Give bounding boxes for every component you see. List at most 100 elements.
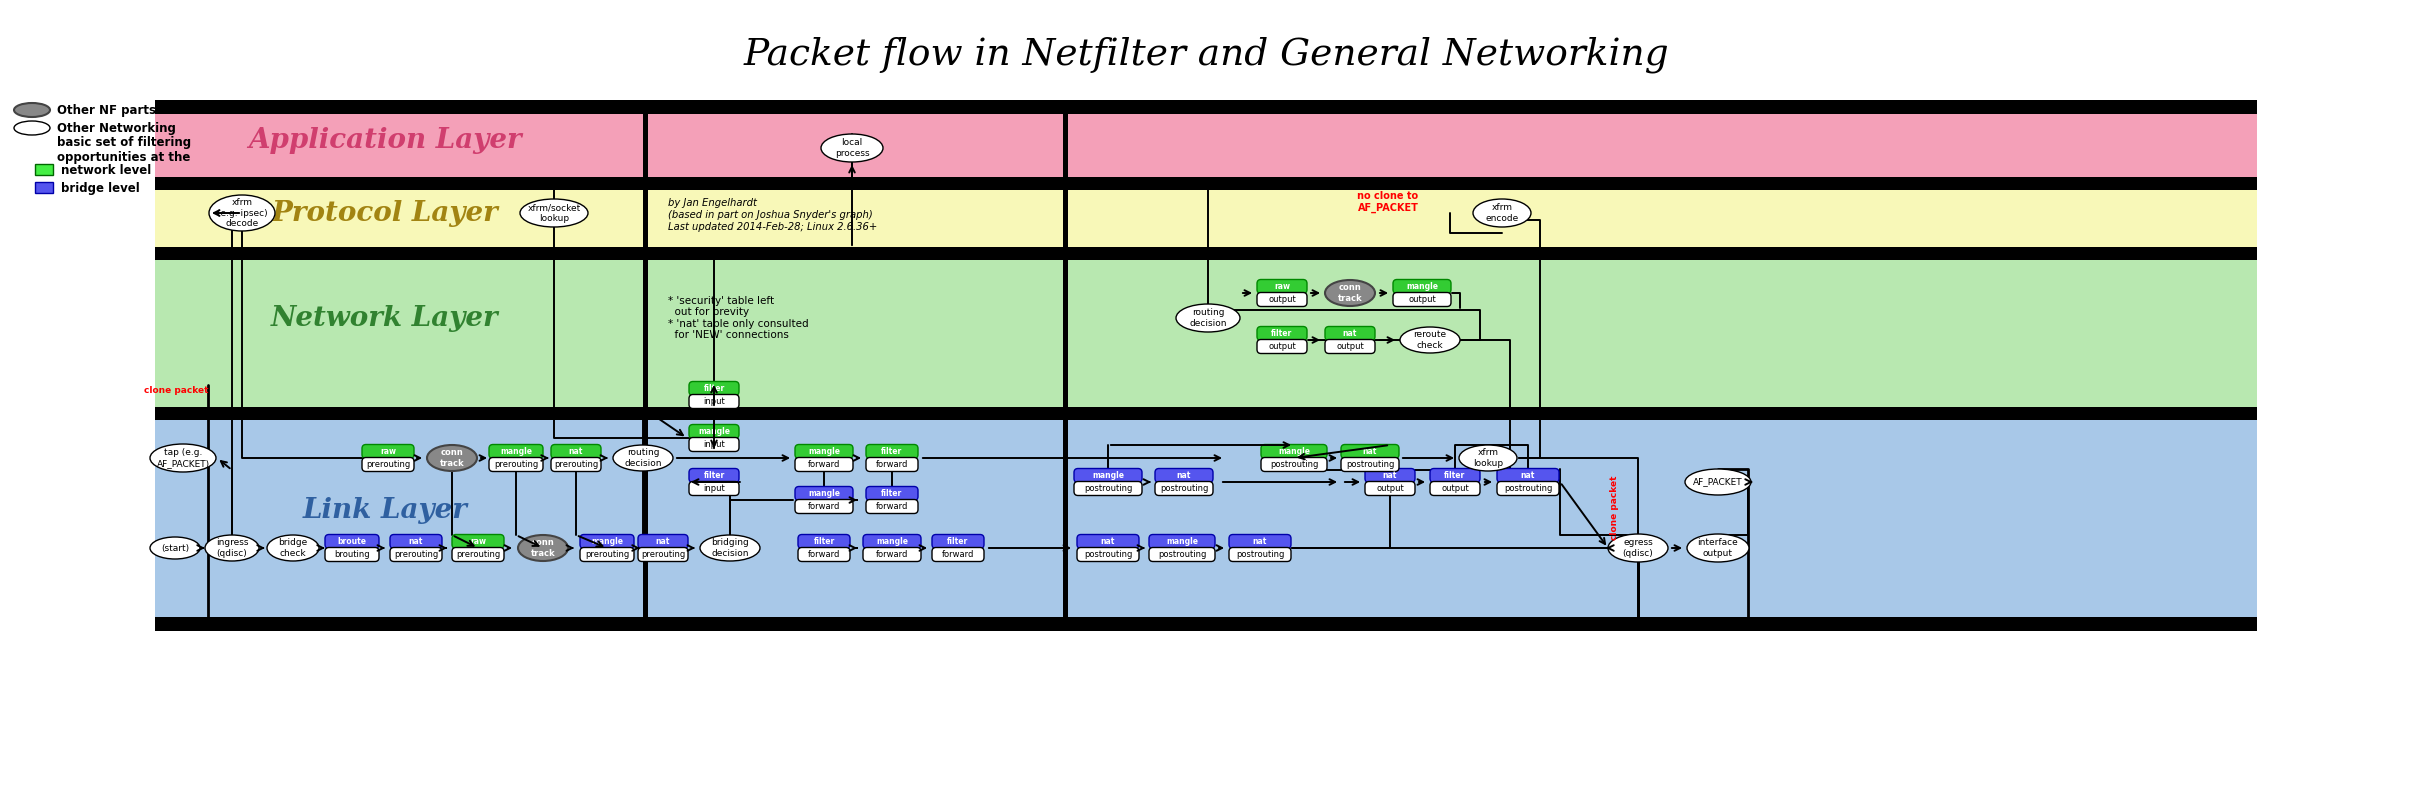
Text: postrouting: postrouting — [1346, 460, 1394, 469]
Text: mangle: mangle — [697, 427, 731, 436]
Ellipse shape — [1459, 445, 1517, 471]
Text: Other Networking: Other Networking — [58, 122, 176, 134]
Bar — [36, 182, 53, 193]
FancyBboxPatch shape — [1155, 481, 1213, 495]
Text: Other NF parts: Other NF parts — [58, 103, 157, 116]
FancyBboxPatch shape — [362, 457, 415, 472]
FancyBboxPatch shape — [1365, 468, 1416, 483]
FancyBboxPatch shape — [1324, 340, 1375, 353]
Text: egress
(qdisc): egress (qdisc) — [1623, 538, 1652, 558]
Text: routing
decision: routing decision — [1189, 308, 1228, 328]
Text: forward: forward — [808, 460, 839, 469]
FancyBboxPatch shape — [866, 499, 919, 514]
Text: ingress
(qdisc): ingress (qdisc) — [215, 538, 248, 558]
FancyBboxPatch shape — [690, 394, 738, 408]
FancyBboxPatch shape — [579, 547, 634, 562]
Bar — [154, 419, 2258, 617]
Text: forward: forward — [876, 502, 909, 511]
Text: forward: forward — [808, 550, 839, 559]
Text: local
process: local process — [835, 138, 868, 158]
Text: output: output — [1377, 484, 1404, 493]
FancyBboxPatch shape — [1261, 445, 1327, 458]
FancyBboxPatch shape — [1430, 468, 1481, 483]
FancyBboxPatch shape — [863, 535, 921, 548]
Text: postrouting: postrouting — [1083, 484, 1131, 493]
Text: tap (e.g.
AF_PACKET): tap (e.g. AF_PACKET) — [157, 448, 210, 468]
FancyBboxPatch shape — [798, 547, 849, 562]
Text: routing
decision: routing decision — [625, 448, 661, 468]
FancyBboxPatch shape — [1078, 535, 1138, 548]
FancyBboxPatch shape — [1394, 280, 1452, 294]
Text: raw: raw — [381, 447, 396, 456]
Text: mangle: mangle — [876, 537, 907, 546]
Text: brouting: brouting — [335, 550, 369, 559]
Text: xfrm/socket
lookup: xfrm/socket lookup — [528, 203, 581, 223]
FancyBboxPatch shape — [550, 457, 601, 472]
Text: bridge level: bridge level — [60, 182, 140, 194]
Text: mangle: mangle — [1093, 471, 1124, 480]
Ellipse shape — [1474, 199, 1532, 227]
Text: mangle: mangle — [499, 447, 533, 456]
Ellipse shape — [613, 445, 673, 471]
Text: bridge
check: bridge check — [277, 538, 309, 558]
Text: output: output — [1269, 342, 1295, 351]
Bar — [154, 100, 2258, 114]
FancyBboxPatch shape — [866, 487, 919, 501]
FancyBboxPatch shape — [931, 547, 984, 562]
Ellipse shape — [205, 535, 258, 561]
Text: prerouting: prerouting — [494, 460, 538, 469]
Text: raw: raw — [1274, 282, 1290, 291]
Text: xfrm
encode: xfrm encode — [1486, 203, 1520, 223]
Text: nat: nat — [1100, 537, 1114, 546]
Text: xfrm
(e.g. ipsec)
decode: xfrm (e.g. ipsec) decode — [217, 198, 268, 228]
FancyBboxPatch shape — [451, 547, 504, 562]
Text: nat: nat — [1522, 471, 1534, 480]
FancyBboxPatch shape — [1073, 481, 1141, 495]
FancyBboxPatch shape — [639, 547, 687, 562]
FancyBboxPatch shape — [866, 457, 919, 472]
FancyBboxPatch shape — [1148, 535, 1216, 548]
FancyBboxPatch shape — [1341, 457, 1399, 472]
Text: postrouting: postrouting — [1158, 550, 1206, 559]
Text: filter: filter — [880, 489, 902, 498]
Bar — [154, 247, 2258, 260]
FancyBboxPatch shape — [796, 445, 854, 458]
Bar — [154, 177, 2258, 190]
Text: forward: forward — [876, 550, 909, 559]
Ellipse shape — [519, 535, 567, 561]
FancyBboxPatch shape — [1078, 547, 1138, 562]
Text: filter: filter — [1271, 329, 1293, 338]
Ellipse shape — [210, 195, 275, 231]
Ellipse shape — [150, 537, 200, 559]
Text: filter: filter — [1445, 471, 1466, 480]
Ellipse shape — [521, 199, 589, 227]
Text: prerouting: prerouting — [642, 550, 685, 559]
Text: Application Layer: Application Layer — [248, 126, 521, 153]
Text: prerouting: prerouting — [393, 550, 439, 559]
Ellipse shape — [1399, 327, 1459, 353]
Ellipse shape — [150, 444, 217, 472]
Text: Packet flow in Netfilter and General Networking: Packet flow in Netfilter and General Net… — [743, 37, 1669, 73]
Text: conn
track: conn track — [439, 448, 466, 468]
Text: nat: nat — [1252, 537, 1266, 546]
FancyBboxPatch shape — [1498, 481, 1558, 495]
Text: mangle: mangle — [1406, 282, 1438, 291]
Text: output: output — [1269, 295, 1295, 304]
FancyBboxPatch shape — [931, 535, 984, 548]
FancyBboxPatch shape — [1257, 292, 1307, 307]
Ellipse shape — [268, 535, 318, 561]
Bar — [154, 113, 2258, 177]
Bar — [644, 100, 649, 617]
Ellipse shape — [427, 445, 478, 471]
Text: nat: nat — [656, 537, 671, 546]
FancyBboxPatch shape — [796, 499, 854, 514]
Text: reroute
check: reroute check — [1413, 330, 1447, 350]
FancyBboxPatch shape — [1230, 535, 1290, 548]
Text: xfrm
lookup: xfrm lookup — [1474, 448, 1503, 468]
Text: postrouting: postrouting — [1160, 484, 1208, 493]
Text: filter: filter — [704, 384, 724, 393]
FancyBboxPatch shape — [326, 547, 379, 562]
Text: raw: raw — [470, 537, 485, 546]
Text: clone packet: clone packet — [142, 386, 207, 394]
Text: filter: filter — [948, 537, 970, 546]
